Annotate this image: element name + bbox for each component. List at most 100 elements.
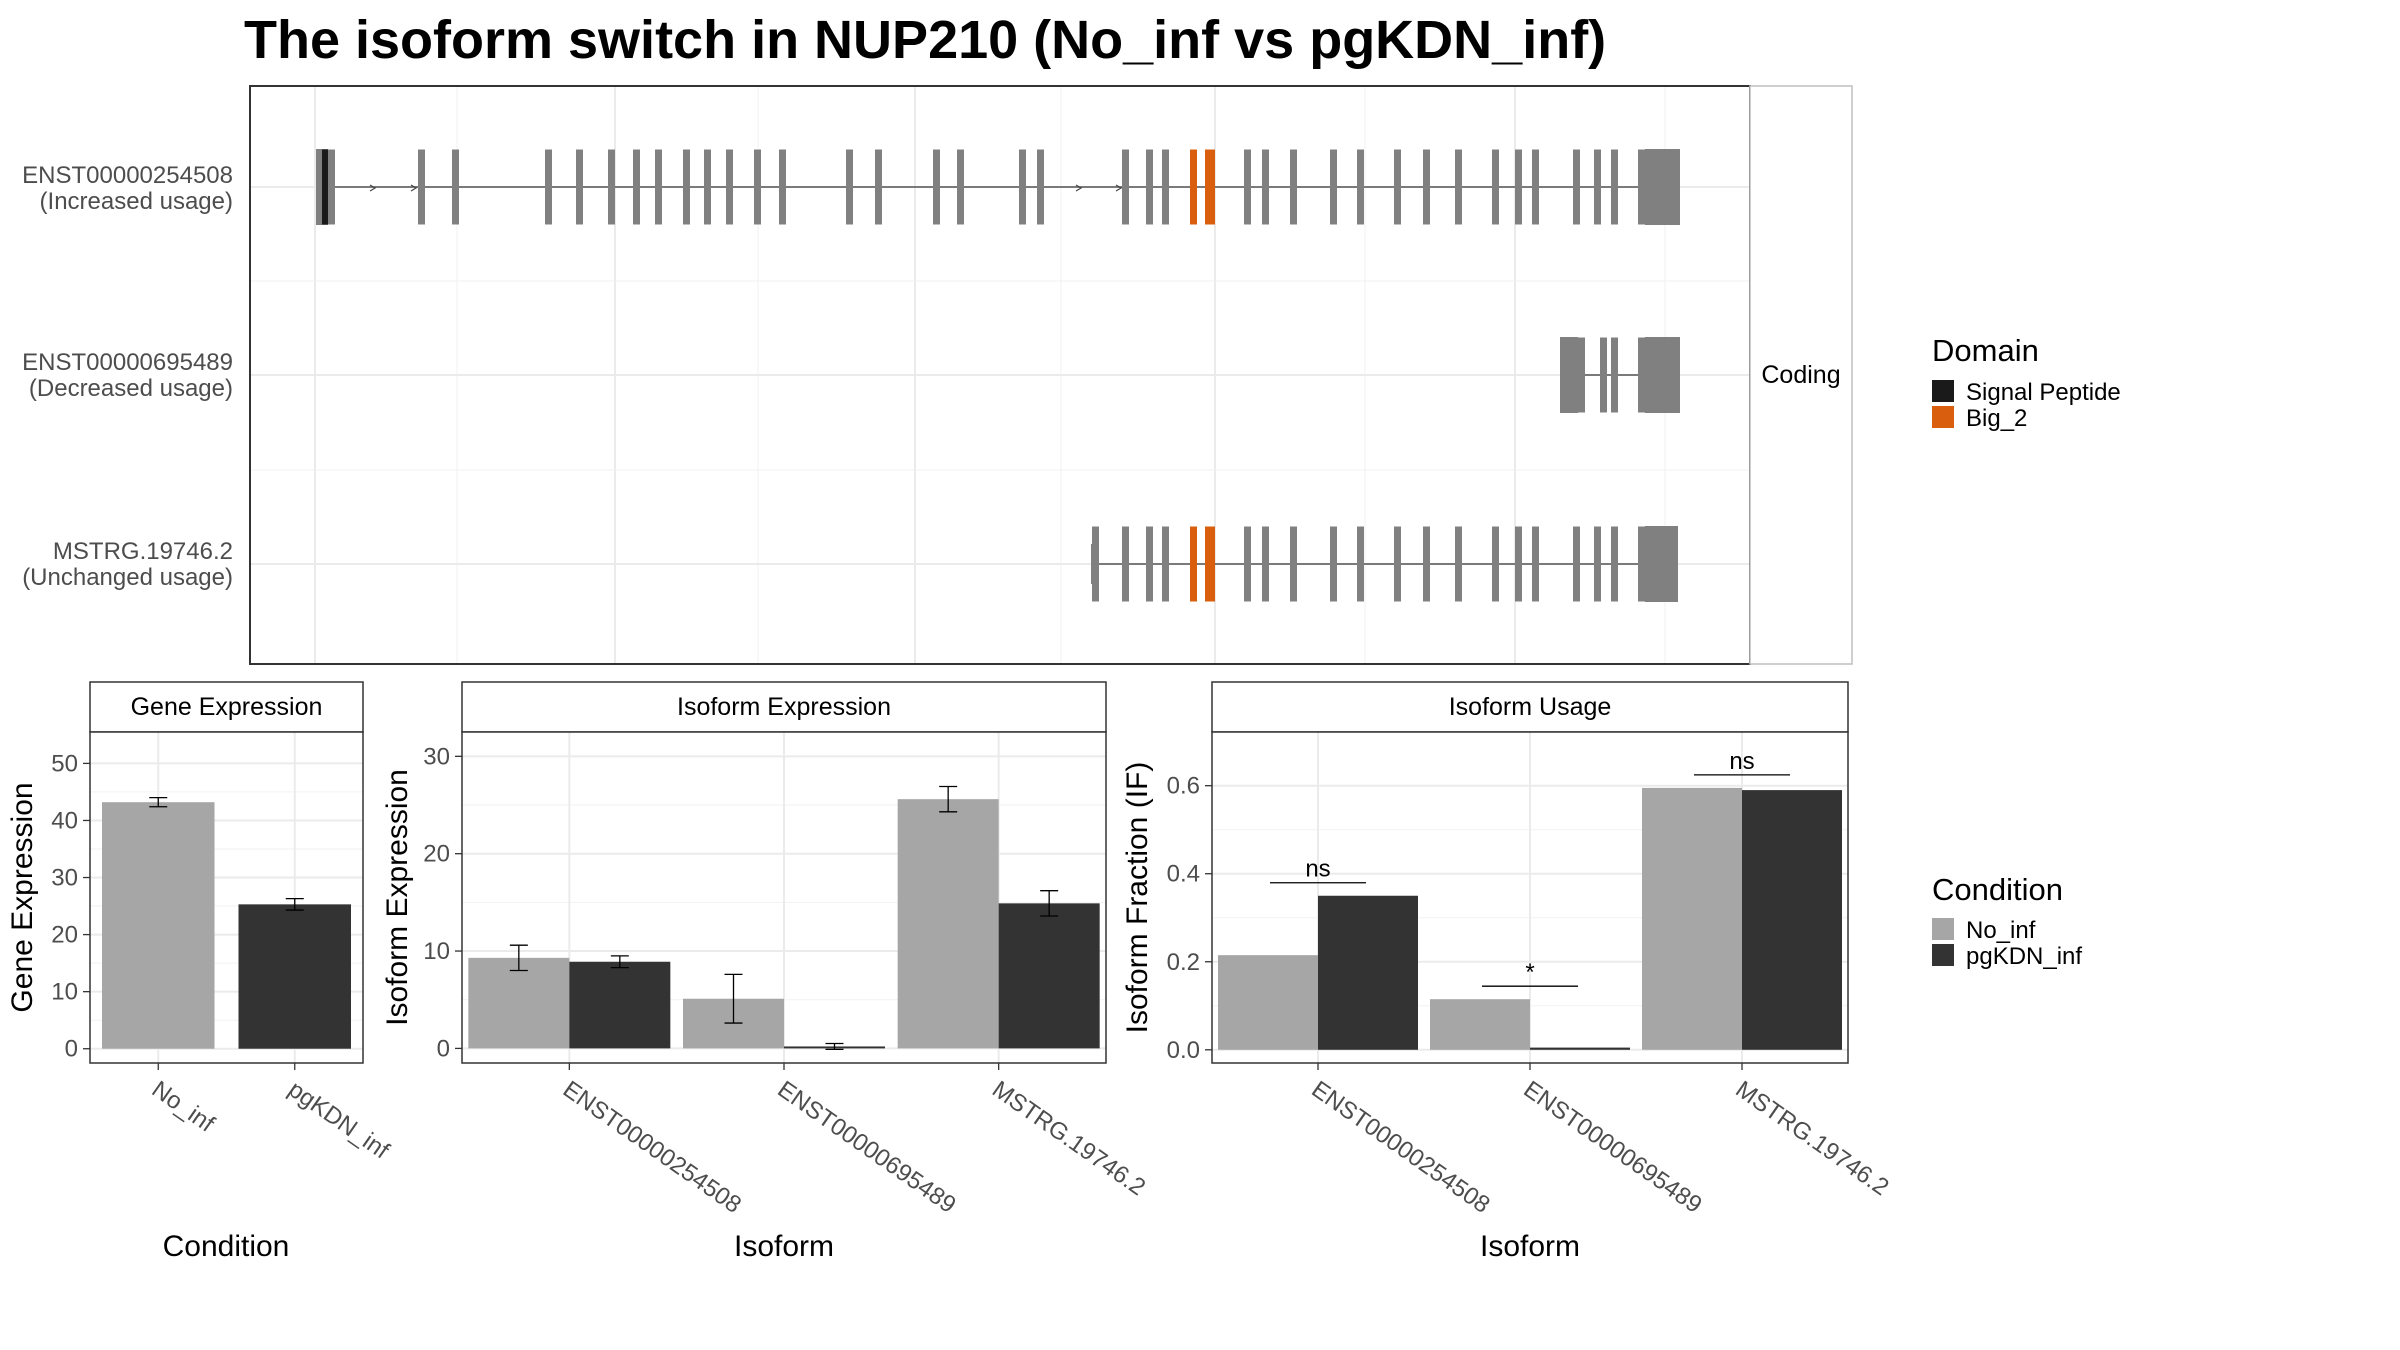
y-tick-label: 20 (423, 841, 450, 868)
exon (1394, 149, 1401, 225)
structure-transcripts (316, 149, 1680, 602)
x-tick-label: ENST00000254508 (1307, 1076, 1495, 1219)
transcript-label-usage: (Unchanged usage) (22, 564, 233, 591)
bar (897, 799, 999, 1049)
legend-swatch-pgkdn-inf (1932, 944, 1954, 966)
exon (1037, 149, 1044, 225)
exon (1019, 149, 1026, 225)
bar (998, 903, 1100, 1049)
figure-title: The isoform switch in NUP210 (No_inf vs … (244, 10, 1606, 70)
exon (608, 149, 615, 225)
isoform-usage-chart: Isoform Usage ns * ns 0.0 0.2 0.4 0.6 ENST000002… (1121, 681, 1894, 1263)
exon (1244, 526, 1251, 602)
legend-label-pgkdn-inf: pgKDN_inf (1966, 943, 2082, 970)
signal-peptide-domain (322, 149, 328, 225)
exon (1455, 526, 1462, 602)
legend-swatch-big-2 (1932, 406, 1954, 428)
x-tick-label: ENST00000695489 (773, 1076, 961, 1219)
transcript-label-id: ENST00000695489 (22, 349, 233, 376)
exon (1600, 337, 1607, 413)
exon (704, 149, 711, 225)
exon (1423, 526, 1430, 602)
y-tick-label: 0.6 (1167, 773, 1200, 800)
strand-arrow (1075, 184, 1083, 192)
exon (1122, 526, 1129, 602)
strand-arrow (410, 184, 418, 192)
exon (726, 149, 733, 225)
exon (1146, 526, 1153, 602)
y-tick-label: 10 (51, 979, 78, 1006)
panel-strip (1211, 681, 1849, 733)
exon (1092, 526, 1099, 602)
exon (452, 149, 459, 225)
isoform-expression-chart: Isoform Expression 0 10 20 30 ENST00000254508… (381, 681, 1150, 1263)
strand-arrow (369, 184, 377, 192)
transcript-label-id: MSTRG.19746.2 (53, 538, 233, 565)
exon (875, 149, 882, 225)
exon (1262, 526, 1269, 602)
exon (1573, 526, 1580, 602)
bar (468, 957, 570, 1049)
panel-strip (89, 681, 364, 733)
exon (1611, 149, 1618, 225)
y-axis-title: Isoform Expression (381, 769, 414, 1026)
bar (1642, 787, 1742, 1050)
exon (545, 149, 552, 225)
domain-legend: Domain Signal Peptide Big_2 (1932, 333, 2121, 432)
y-tick-label: 0 (437, 1035, 450, 1062)
significance-label: ns (1305, 856, 1330, 883)
legend-swatch-signal-peptide (1932, 380, 1954, 402)
exon (1638, 337, 1645, 413)
exon (1190, 526, 1197, 602)
exon (1244, 149, 1251, 225)
legend-swatch-no-inf (1932, 918, 1954, 940)
exon (1122, 149, 1129, 225)
y-tick-label: 0 (65, 1036, 78, 1063)
panel-strip-label: Gene Expression (131, 693, 323, 721)
exon (1205, 526, 1215, 602)
exon (1611, 337, 1618, 413)
transcript-label-usage: (Increased usage) (40, 188, 233, 215)
exon (846, 149, 853, 225)
x-tick-label: No_inf (147, 1076, 220, 1138)
bar (102, 802, 215, 1049)
legend-label-signal-peptide: Signal Peptide (1966, 379, 2121, 406)
x-tick-label: MSTRG.19746.2 (1731, 1076, 1894, 1201)
x-axis-title: Isoform (734, 1230, 834, 1263)
exon (655, 149, 662, 225)
y-axis-title: Gene Expression (6, 782, 39, 1012)
significance-label: * (1525, 959, 1534, 986)
bar (1218, 955, 1318, 1050)
plot-border (89, 731, 364, 1064)
exon (1423, 149, 1430, 225)
y-tick-label: 0.0 (1167, 1037, 1200, 1064)
exon (1357, 149, 1364, 225)
coding-strip-label: Coding (1761, 361, 1840, 389)
y-tick-label: 50 (51, 750, 78, 777)
transcript-label-usage: (Decreased usage) (29, 375, 233, 402)
exon (1492, 149, 1499, 225)
utr-3 (1645, 337, 1680, 413)
exon (1162, 526, 1169, 602)
y-tick-label: 30 (51, 865, 78, 892)
exon (1394, 526, 1401, 602)
exon (1162, 149, 1169, 225)
transcript-structure-panel: Coding ENST00000254508 (Increased usage)… (22, 85, 1853, 665)
exon (1455, 149, 1462, 225)
bar (1430, 999, 1530, 1050)
exon (957, 149, 964, 225)
y-axis-title: Isoform Fraction (IF) (1121, 762, 1154, 1034)
x-tick-label: MSTRG.19746.2 (987, 1076, 1150, 1201)
exon (1532, 526, 1539, 602)
y-tick-label: 0.4 (1167, 861, 1200, 888)
exon (1515, 526, 1522, 602)
exon (1330, 526, 1337, 602)
exon (683, 149, 690, 225)
exon (418, 149, 425, 225)
exon (1594, 526, 1601, 602)
y-tick-label: 20 (51, 922, 78, 949)
exon (779, 149, 786, 225)
y-tick-label: 30 (423, 743, 450, 770)
transcript-label-id: ENST00000254508 (22, 162, 233, 189)
